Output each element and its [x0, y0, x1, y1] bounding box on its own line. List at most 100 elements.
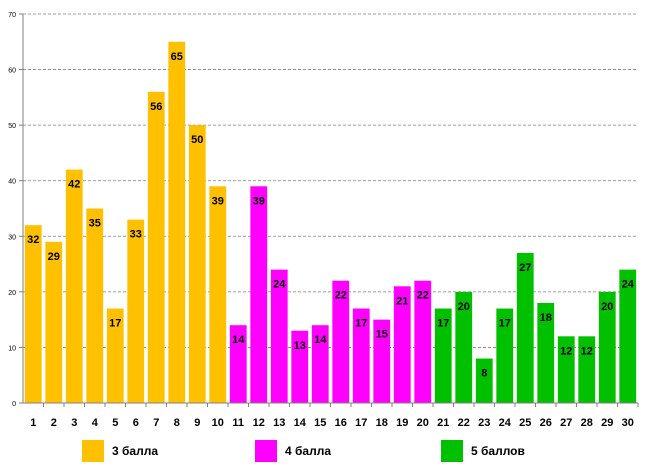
legend-item-3-balla: 3 балла [82, 438, 158, 464]
legend-item-4-balla: 4 балла [255, 438, 331, 464]
x-tick-label-10: 10 [212, 417, 224, 429]
x-tick-label-22: 22 [458, 417, 470, 429]
data-label-14: 13 [294, 340, 306, 352]
data-label-16: 22 [335, 290, 347, 302]
x-tick-label-29: 29 [601, 417, 613, 429]
legend-swatch-4-balla [255, 440, 277, 462]
y-tick-label-40: 40 [8, 179, 16, 186]
x-tick-label-19: 19 [396, 417, 408, 429]
bar-8 [168, 41, 186, 404]
data-label-15: 14 [314, 334, 327, 346]
legend-label-4-balla: 4 балла [285, 444, 332, 458]
bar-20 [414, 280, 432, 403]
x-tick-label-2: 2 [51, 417, 57, 429]
x-tick-label-21: 21 [437, 417, 449, 429]
x-tick-label-24: 24 [499, 417, 512, 429]
y-tick-label-50: 50 [8, 123, 16, 130]
bars [24, 41, 637, 404]
legend-item-5-ballov: 5 баллов [441, 438, 525, 464]
data-label-30: 24 [622, 279, 635, 291]
bar-4 [86, 208, 104, 403]
y-tick-label-70: 70 [8, 12, 16, 19]
axes [19, 13, 639, 407]
bar-13 [270, 269, 288, 403]
bar-25 [516, 252, 534, 403]
data-label-22: 20 [458, 301, 470, 313]
x-tick-label-14: 14 [294, 417, 307, 429]
y-tick-label-60: 60 [8, 68, 16, 75]
data-label-7: 56 [150, 101, 162, 113]
bar-2 [45, 241, 63, 403]
y-tick-label-10: 10 [8, 345, 16, 352]
x-tick-label-12: 12 [253, 417, 265, 429]
gridlines [23, 13, 638, 348]
x-tick-label-30: 30 [622, 417, 634, 429]
data-label-24: 17 [499, 318, 511, 330]
bar-24 [496, 308, 514, 403]
x-tick-label-26: 26 [540, 417, 552, 429]
data-label-25: 27 [519, 262, 531, 274]
data-label-18: 15 [376, 329, 388, 341]
legend-label-3-balla: 3 балла [112, 444, 159, 458]
data-label-26: 18 [540, 312, 552, 324]
data-label-5: 17 [109, 318, 121, 330]
data-label-13: 24 [273, 279, 286, 291]
bar-15 [311, 325, 329, 403]
data-label-4: 35 [89, 218, 101, 230]
bar-23 [475, 358, 493, 403]
data-label-6: 33 [130, 229, 142, 241]
bar-22 [455, 291, 473, 403]
x-tick-label-5: 5 [112, 417, 118, 429]
data-label-12: 39 [253, 195, 265, 207]
data-label-8: 65 [171, 51, 183, 63]
bar-26 [537, 302, 555, 403]
bar-6 [127, 219, 145, 403]
bar-5 [106, 308, 124, 403]
x-tick-label-3: 3 [71, 417, 77, 429]
x-tick-label-17: 17 [355, 417, 367, 429]
data-label-21: 17 [437, 318, 449, 330]
x-tick-label-18: 18 [376, 417, 388, 429]
bar-27 [557, 336, 575, 403]
bar-19 [393, 286, 411, 403]
bar-21 [434, 308, 452, 403]
bar-7 [147, 91, 165, 404]
x-tick-label-27: 27 [560, 417, 572, 429]
data-label-17: 17 [355, 318, 367, 330]
bar-11 [229, 325, 247, 403]
x-tick-label-1: 1 [30, 417, 36, 429]
x-tick-label-7: 7 [153, 417, 159, 429]
x-tick-label-20: 20 [417, 417, 429, 429]
bar-16 [332, 280, 350, 403]
data-label-1: 32 [27, 234, 39, 246]
x-tick-label-16: 16 [335, 417, 347, 429]
bar-28 [578, 336, 596, 403]
x-tick-label-11: 11 [232, 417, 244, 429]
x-tick-label-23: 23 [478, 417, 490, 429]
x-tick-label-9: 9 [194, 417, 200, 429]
x-tick-label-4: 4 [92, 417, 99, 429]
x-tick-label-28: 28 [581, 417, 593, 429]
x-tick-label-8: 8 [174, 417, 180, 429]
bar-17 [352, 308, 370, 403]
legend-swatch-5-ballov [441, 440, 463, 462]
data-label-20: 22 [417, 290, 429, 302]
y-tick-label-30: 30 [8, 234, 16, 241]
bar-1 [24, 225, 42, 403]
bar-9 [188, 125, 206, 404]
y-axis-ticks: 0 10 20 30 40 50 60 70 [8, 12, 16, 408]
x-tick-label-25: 25 [519, 417, 531, 429]
data-label-2: 29 [48, 251, 60, 263]
data-label-27: 12 [560, 345, 572, 357]
bar-18 [373, 319, 391, 403]
bar-10 [209, 186, 227, 403]
x-tick-label-15: 15 [314, 417, 326, 429]
bar-3 [65, 169, 83, 403]
data-labels: 32 29 42 35 17 33 56 65 50 39 14 39 24 13 14 22 17 15 21 22… [27, 51, 635, 380]
data-label-3: 42 [68, 179, 80, 191]
bar-30 [619, 269, 637, 403]
bar-14 [291, 330, 309, 403]
data-label-10: 39 [212, 195, 224, 207]
data-label-11: 14 [232, 334, 245, 346]
